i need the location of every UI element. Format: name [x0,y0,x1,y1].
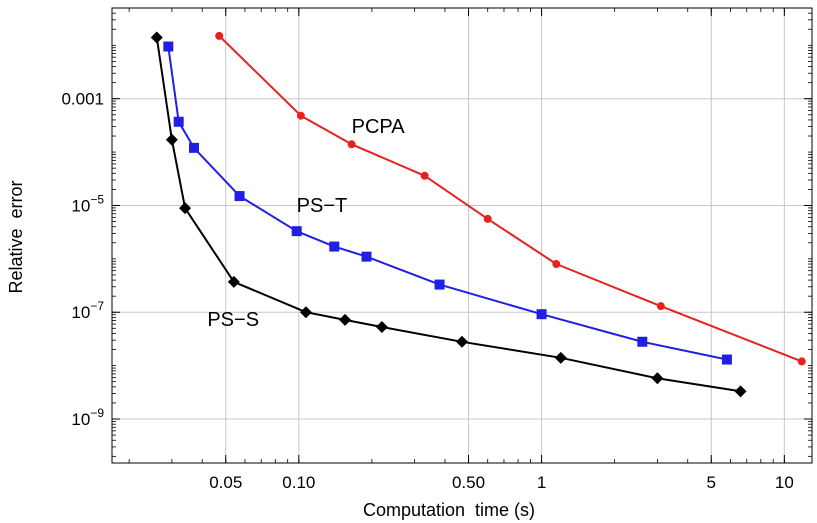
data-point [637,336,648,347]
y-tick-base: 10 [71,303,90,322]
data-point [339,313,352,326]
data-point [455,335,468,348]
data-point [420,171,429,180]
y-tick-label: 10−5 [71,192,104,215]
y-tick-exponent: −5 [90,192,104,206]
series-layer [150,31,806,398]
data-point [329,241,340,252]
data-point [656,302,665,311]
x-tick-label: 0.05 [209,473,242,492]
series-ps-s [150,31,747,398]
plot-frame [111,7,813,464]
data-point [361,251,372,262]
y-tick-label: 10−9 [71,406,104,429]
data-point [552,260,561,269]
data-point [215,31,224,40]
x-tick-label: 10 [775,473,794,492]
x-tick-label: 0.50 [452,473,485,492]
data-point [721,354,732,365]
data-point [554,351,567,364]
x-axis-title: Computation time (s) [363,500,535,520]
data-point [299,306,312,319]
series-line-ps-s [155,37,741,393]
y-tick-label: 10−7 [71,299,104,322]
data-point [347,140,356,149]
series-line-pcpa [218,35,803,363]
data-point [296,111,305,120]
series-pcpa [215,31,806,366]
x-tick-label: 1 [537,473,546,492]
y-axis-title: Relative error [6,180,26,293]
gridlines [112,8,812,463]
data-point [188,142,199,153]
data-point [227,275,240,288]
y-tick-base: 10 [71,196,90,215]
data-point [165,133,178,146]
data-point [434,279,445,290]
data-point [291,226,302,237]
data-point [797,357,806,366]
y-tick-label: 0.001 [61,90,104,109]
data-point [150,31,163,44]
data-point [173,116,184,127]
label-layer: PCPA PS−T PS−S [207,116,405,331]
x-tick-label: 0.10 [282,473,315,492]
series-label-pcpa: PCPA [352,116,406,138]
y-tick-base: 10 [71,410,90,429]
x-tick-label: 5 [707,473,716,492]
data-point [651,372,664,385]
data-point [483,214,492,223]
series-label-ps-s: PS−S [207,309,259,331]
y-tick-exponent: −7 [90,299,104,313]
series-label-ps-t: PS−T [297,195,348,217]
data-point [734,385,747,398]
series-ps-t [163,41,732,365]
data-point [179,202,192,215]
data-point [375,320,388,333]
data-point [234,191,245,202]
data-point [536,309,547,320]
y-tick-exponent: −9 [90,406,104,420]
data-point [163,41,174,52]
